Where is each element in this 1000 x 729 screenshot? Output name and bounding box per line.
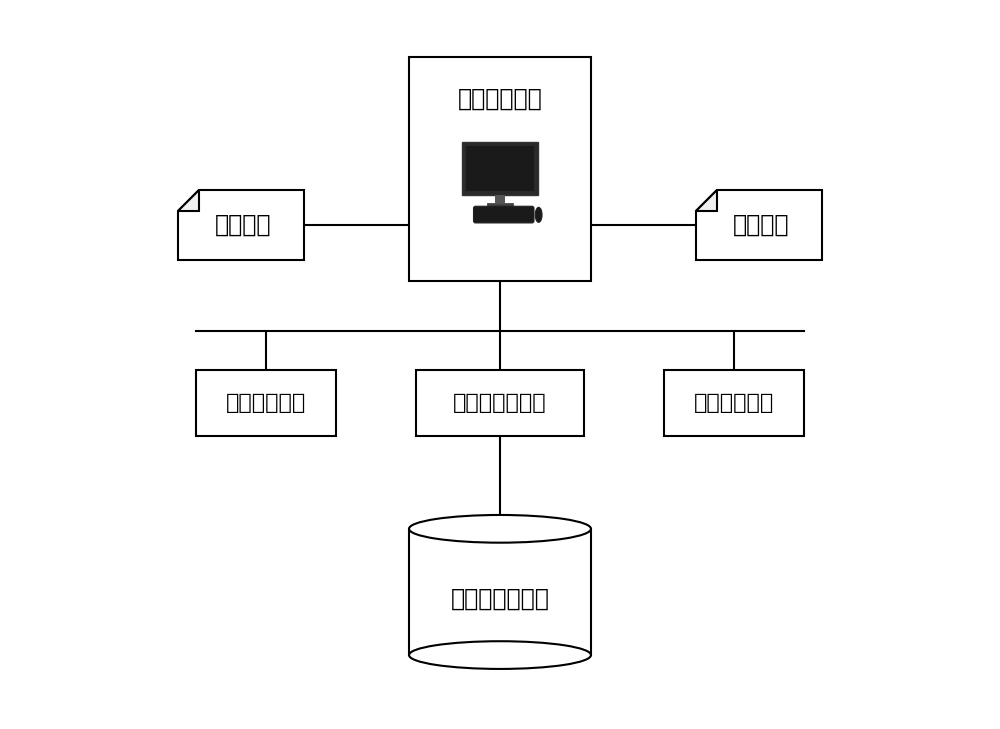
Bar xyxy=(409,529,591,655)
Text: 数据采集模块: 数据采集模块 xyxy=(225,393,306,413)
Text: 数据分析模块: 数据分析模块 xyxy=(694,393,775,413)
Text: 数据预处理模块: 数据预处理模块 xyxy=(453,393,547,413)
Text: 结果输出: 结果输出 xyxy=(733,213,789,236)
FancyBboxPatch shape xyxy=(474,206,534,223)
Bar xyxy=(416,370,584,436)
Polygon shape xyxy=(696,190,822,260)
Text: 信息输入: 信息输入 xyxy=(215,213,271,236)
Ellipse shape xyxy=(535,207,542,222)
Bar xyxy=(495,195,505,203)
Bar xyxy=(462,142,538,195)
Bar xyxy=(664,370,804,436)
Polygon shape xyxy=(696,190,717,211)
Bar xyxy=(196,370,336,436)
Text: 人机交互模块: 人机交互模块 xyxy=(458,87,542,111)
Text: 系统故障案例库: 系统故障案例库 xyxy=(451,587,549,611)
Bar xyxy=(466,146,534,192)
Ellipse shape xyxy=(409,515,591,542)
Bar xyxy=(409,57,591,281)
Polygon shape xyxy=(178,190,199,211)
Ellipse shape xyxy=(409,642,591,669)
Bar xyxy=(487,203,513,207)
Polygon shape xyxy=(178,190,304,260)
